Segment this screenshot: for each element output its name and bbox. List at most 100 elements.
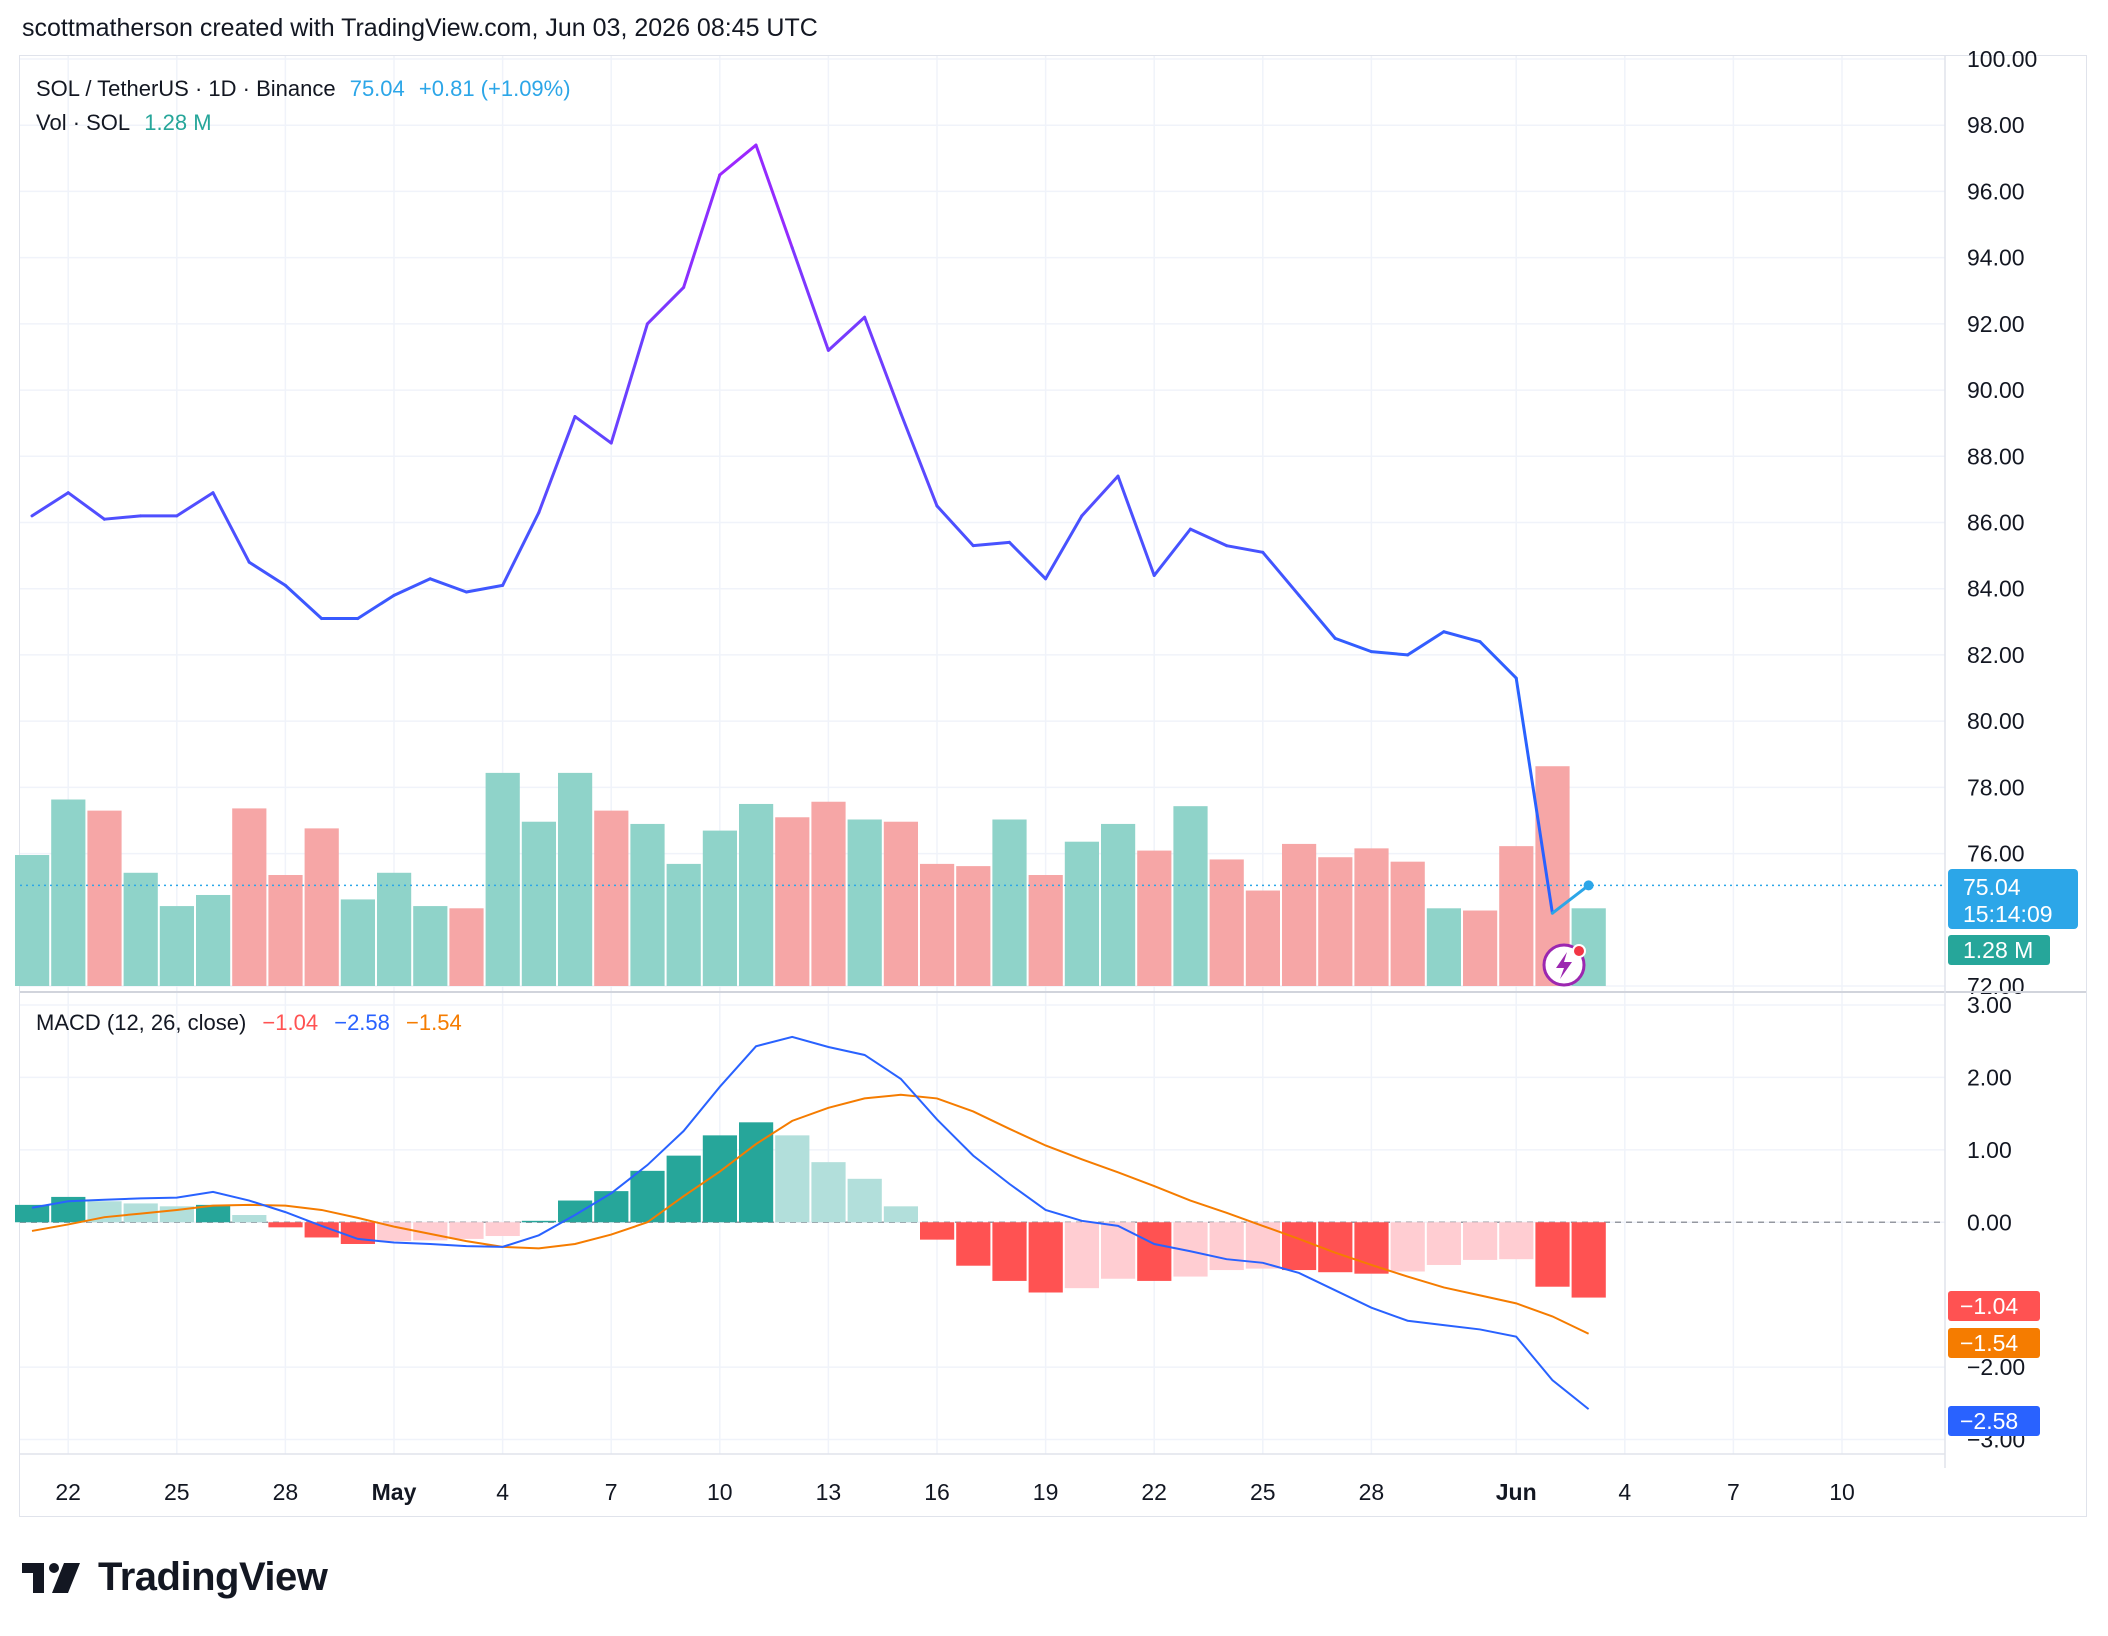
price-line-segment [1514,676,1554,915]
macd-histogram-bar [1463,1222,1498,1260]
price-line-segment [754,143,794,250]
price-line-segment [175,491,215,518]
volume-bar [123,872,158,986]
price-line-segment [1261,550,1301,597]
volume-bar [340,899,375,986]
time-tick-label: 19 [1033,1479,1059,1505]
macd-histogram-bar [377,1222,412,1242]
macd-line-value: −2.58 [334,1010,390,1035]
price-line-segment [537,415,577,515]
macd-histogram-bar [1390,1222,1425,1272]
lightning-icon[interactable] [1542,943,1586,987]
price-line-segment [826,315,867,352]
macd-histogram-bar [485,1222,520,1237]
volume-bar [1390,861,1425,986]
volume-badge-value: 1.28 M [1963,937,2033,963]
macd-badge-value: −2.58 [1960,1408,2018,1434]
price-line-segment [1007,540,1048,581]
volume-bar [847,819,882,986]
price-line-segment [1406,630,1446,657]
macd-histogram-bar [1499,1222,1534,1260]
price-line-segment [1550,883,1591,915]
last-price: 75.04 [349,76,405,101]
price-line-segment [645,285,686,326]
time-tick-label: 28 [273,1479,299,1505]
time-tick-label: 13 [816,1479,842,1505]
time-tick-label: 16 [924,1479,950,1505]
macd-histogram-bar [558,1200,593,1223]
macd-title[interactable]: MACD (12, 26, close) [36,1010,247,1035]
macd-histogram-bar [956,1222,991,1266]
volume-bar [992,819,1027,986]
volume-bar [1101,823,1136,986]
macd-histogram-bar [521,1220,556,1223]
price-line-segment [428,577,468,594]
macd-histogram-bar [1571,1222,1606,1298]
volume-bar [775,817,810,986]
chart-legend: SOL / TetherUS · 1D · Binance 75.04 +0.8… [36,72,579,140]
macd-tick-label: −2.00 [1967,1354,2025,1380]
macd-histogram-bar [340,1222,375,1244]
price-line-segment [66,491,106,521]
macd-histogram-bar [15,1204,50,1223]
price-line-segment [1044,514,1084,581]
volume-bar [1209,859,1244,986]
macd-histogram-bar [232,1215,267,1223]
volume-bar [196,894,231,986]
macd-hist-value: −1.04 [262,1010,319,1035]
volume-bar [956,866,991,986]
macd-histogram-bar [1318,1222,1353,1273]
macd-legend: MACD (12, 26, close) −1.04 −2.58 −1.54 [36,1010,472,1036]
last-price-point [1583,880,1594,891]
time-tick-label: 25 [164,1479,190,1505]
volume-bar [920,863,955,986]
price-change: +0.81 (+1.09%) [418,76,571,101]
axes: 100.0098.0096.0094.0092.0090.0088.0086.0… [20,46,2086,1505]
volume-bar [1245,890,1280,986]
macd-histogram-bar [847,1178,882,1223]
price-tick-label: 78.00 [1967,774,2025,800]
volume-legend-row: Vol · SOL 1.28 M [36,106,579,140]
price-line-segment [1369,650,1410,657]
grid [20,56,1945,1454]
macd-signal-value: −1.54 [406,1010,462,1035]
macd-tick-label: 0.00 [1967,1209,2012,1235]
macd-histogram-bar [920,1222,955,1240]
price-line-segment [501,511,541,587]
price-line-segment [1188,527,1229,548]
volume-title[interactable]: Vol · SOL [36,110,131,135]
price-line-segment [1080,474,1120,518]
signal-badge-value: −1.54 [1960,1330,2018,1356]
macd-histogram-bar [992,1222,1027,1281]
time-tick-label: 4 [1618,1479,1631,1505]
time-tick-label: 10 [707,1479,733,1505]
volume-bar [159,906,194,986]
chart-frame[interactable] [19,55,2087,1517]
price-line-segment [356,593,396,621]
price-line-segment [573,415,613,445]
volume-bar [1282,843,1317,986]
hist-badge: −1.04 [1948,1291,2040,1321]
author-line: scottmatherson created with TradingView.… [22,14,818,42]
macd-histogram-bar [268,1222,303,1228]
price-line-segment [1297,593,1337,640]
macd-histogram-bar [1209,1222,1244,1271]
tradingview-logo[interactable]: TradingView [22,1555,328,1600]
volume-bar [377,872,412,986]
macd-histogram-bar [775,1135,810,1223]
time-tick-label: Jun [1496,1479,1537,1505]
volume-bar [87,810,122,986]
volume-bar [232,808,267,986]
price-badges: 75.04 15:14:09 1.28 M −1.04 −1.54 −2.58 [1948,869,2078,1436]
price-line-segment [247,560,287,587]
price-tick-label: 92.00 [1967,311,2025,337]
macd-histogram-bar [594,1191,629,1223]
macd-tick-label: 2.00 [1967,1064,2012,1090]
symbol-title[interactable]: SOL / TetherUS · 1D · Binance [36,76,336,101]
time-tick-label: 28 [1359,1479,1385,1505]
macd-histogram-bar [811,1162,846,1223]
volume-bar [15,855,50,986]
volume-bar [702,830,737,986]
price-line-segment [1442,630,1482,644]
